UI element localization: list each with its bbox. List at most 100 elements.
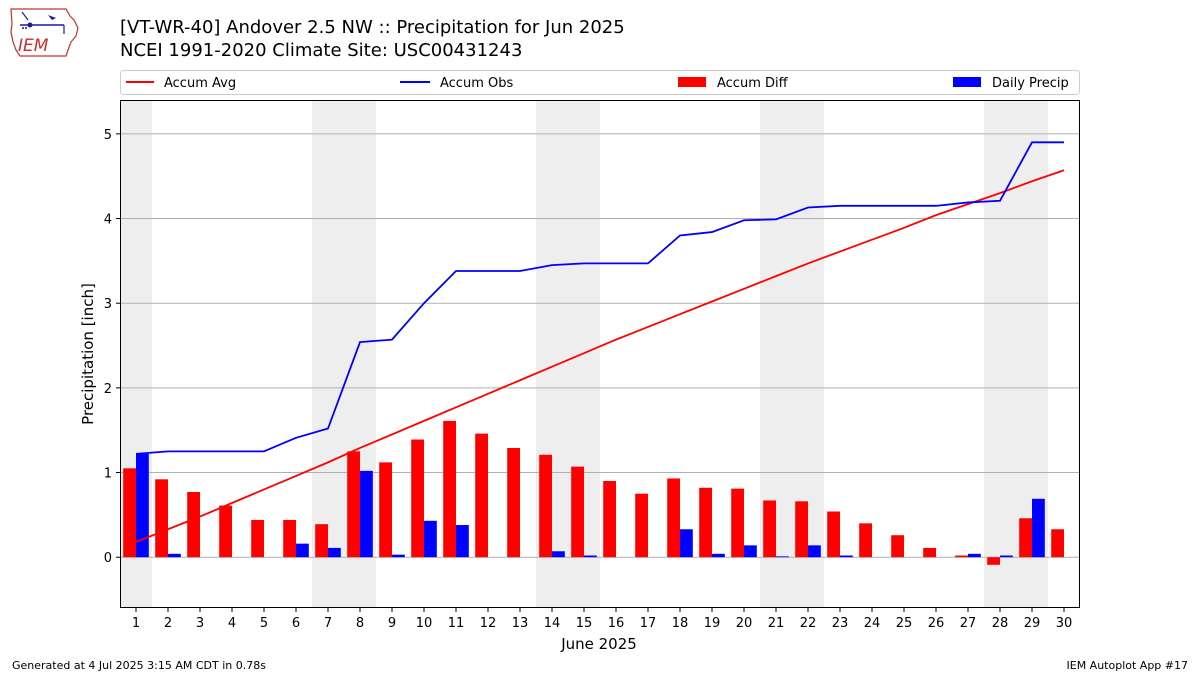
- x-tick-label-30: 30: [1056, 616, 1073, 631]
- bar-daily-precip-29: [1032, 498, 1045, 558]
- legend: Accum Avg Accum Obs Accum Diff Daily Pre…: [120, 70, 1080, 95]
- y-tick-label-3: 3: [104, 297, 112, 312]
- bar-accum-diff-10: [411, 439, 424, 558]
- x-tick-label-27: 27: [960, 616, 977, 631]
- weekend-shade-day-28: [984, 100, 1016, 608]
- iem-iowa-logo-icon: IEM: [10, 8, 79, 57]
- bar-accum-diff-25: [891, 535, 904, 558]
- y-tick-label-5: 5: [104, 128, 112, 143]
- bar-accum-diff-15: [571, 466, 584, 558]
- generated-timestamp: Generated at 4 Jul 2025 3:15 AM CDT in 0…: [12, 659, 266, 672]
- bar-accum-diff-7: [315, 524, 328, 558]
- bar-daily-precip-19: [712, 553, 725, 558]
- bar-daily-precip-7: [328, 547, 341, 558]
- bar-daily-precip-20: [744, 545, 757, 558]
- legend-swatch-accum-diff: [678, 77, 706, 87]
- x-tick-label-14: 14: [544, 616, 561, 631]
- y-tick-label-4: 4: [104, 213, 112, 228]
- bar-daily-precip-14: [552, 551, 565, 558]
- x-axis-ticks: 1 2 3 4 5 6 7 8 9 10 11 12 13 14 15 16 17 18 19 20 21 22 23 24 2…: [132, 608, 1072, 631]
- plot-frame: [120, 100, 1080, 608]
- bar-daily-precip-6: [296, 543, 309, 558]
- x-tick-label-29: 29: [1024, 616, 1041, 631]
- legend-label-accum-obs: Accum Obs: [440, 76, 513, 91]
- x-tick-label-24: 24: [864, 616, 881, 631]
- y-axis-ticks: 0 1 2 3 4 5: [104, 128, 120, 566]
- bar-daily-precip-2: [168, 553, 181, 558]
- bar-accum-diff-11: [443, 420, 456, 558]
- line-accum-avg: [135, 169, 1065, 543]
- x-tick-label-13: 13: [512, 616, 529, 631]
- bar-accum-diff-8: [347, 451, 360, 558]
- grid-lines: [120, 133, 1080, 558]
- bar-accum-diff-29: [1019, 518, 1032, 558]
- line-accum-obs: [135, 141, 1064, 455]
- bar-accum-diff-16: [603, 481, 616, 558]
- x-tick-label-6: 6: [292, 616, 300, 631]
- chart-subtitle: NCEI 1991-2020 Climate Site: USC00431243: [120, 40, 523, 61]
- x-tick-label-2: 2: [164, 616, 172, 631]
- bar-accum-diff-27: [955, 555, 968, 558]
- bar-accum-diff-21: [763, 500, 776, 558]
- chart-title: [VT-WR-40] Andover 2.5 NW :: Precipitati…: [120, 17, 625, 38]
- x-tick-label-9: 9: [388, 616, 396, 631]
- bar-daily-precip-10: [424, 520, 437, 558]
- bar-daily-precip-18: [680, 529, 693, 558]
- x-tick-label-20: 20: [736, 616, 753, 631]
- bar-daily-precip-27: [968, 553, 981, 558]
- bar-daily-precip-8: [360, 470, 373, 558]
- y-axis-label: Precipitation [inch]: [79, 283, 97, 425]
- bar-accum-diff-5: [251, 519, 264, 558]
- bar-accum-diff-4: [219, 505, 232, 558]
- bar-accum-diff-30: [1051, 529, 1064, 558]
- legend-swatch-daily-precip: [953, 77, 981, 87]
- x-tick-label-15: 15: [576, 616, 593, 631]
- y-tick-label-2: 2: [104, 382, 112, 397]
- bar-accum-diff-26: [923, 547, 936, 558]
- x-tick-label-19: 19: [704, 616, 721, 631]
- x-tick-label-21: 21: [768, 616, 785, 631]
- bar-daily-precip-9: [392, 554, 405, 558]
- bar-accum-diff-19: [699, 487, 712, 558]
- x-axis-label: June 2025: [560, 635, 637, 653]
- x-tick-label-4: 4: [228, 616, 236, 631]
- bar-accum-diff-6: [283, 519, 296, 558]
- bar-accum-diff-9: [379, 462, 392, 558]
- x-tick-label-23: 23: [832, 616, 849, 631]
- x-tick-label-25: 25: [896, 616, 913, 631]
- x-tick-label-11: 11: [448, 616, 465, 631]
- iem-logo: IEM: [8, 6, 80, 58]
- bar-accum-diff-22: [795, 501, 808, 558]
- bar-accum-diff-23: [827, 511, 840, 558]
- y-tick-label-0: 0: [104, 551, 112, 566]
- bar-accum-diff-12: [475, 433, 488, 558]
- bar-daily-precip-28: [1000, 555, 1013, 558]
- x-tick-label-8: 8: [356, 616, 364, 631]
- bar-daily-precip-11: [456, 525, 469, 558]
- bar-accum-diff-13: [507, 447, 520, 558]
- bars: [123, 420, 1064, 565]
- x-tick-label-28: 28: [992, 616, 1009, 631]
- weekend-shade-day-7: [312, 100, 344, 608]
- bar-accum-diff-14: [539, 454, 552, 558]
- bar-accum-diff-3: [187, 492, 200, 558]
- x-tick-label-10: 10: [416, 616, 433, 631]
- bar-accum-diff-1: [123, 468, 136, 558]
- bar-accum-diff-24: [859, 523, 872, 558]
- logo-text: IEM: [18, 36, 49, 56]
- lines: [135, 141, 1065, 543]
- bar-accum-diff-18: [667, 478, 680, 558]
- app-label: IEM Autoplot App #17: [1066, 659, 1189, 672]
- bar-accum-diff-2: [155, 479, 168, 558]
- bar-daily-precip-15: [584, 555, 597, 558]
- x-tick-label-12: 12: [480, 616, 497, 631]
- legend-box: [120, 70, 1080, 95]
- legend-label-daily-precip: Daily Precip: [992, 76, 1069, 91]
- bar-daily-precip-22: [808, 545, 821, 558]
- x-tick-label-26: 26: [928, 616, 945, 631]
- bar-accum-diff-20: [731, 488, 744, 558]
- x-tick-label-3: 3: [196, 616, 204, 631]
- x-tick-label-16: 16: [608, 616, 625, 631]
- x-tick-label-1: 1: [132, 616, 140, 631]
- x-tick-label-22: 22: [800, 616, 817, 631]
